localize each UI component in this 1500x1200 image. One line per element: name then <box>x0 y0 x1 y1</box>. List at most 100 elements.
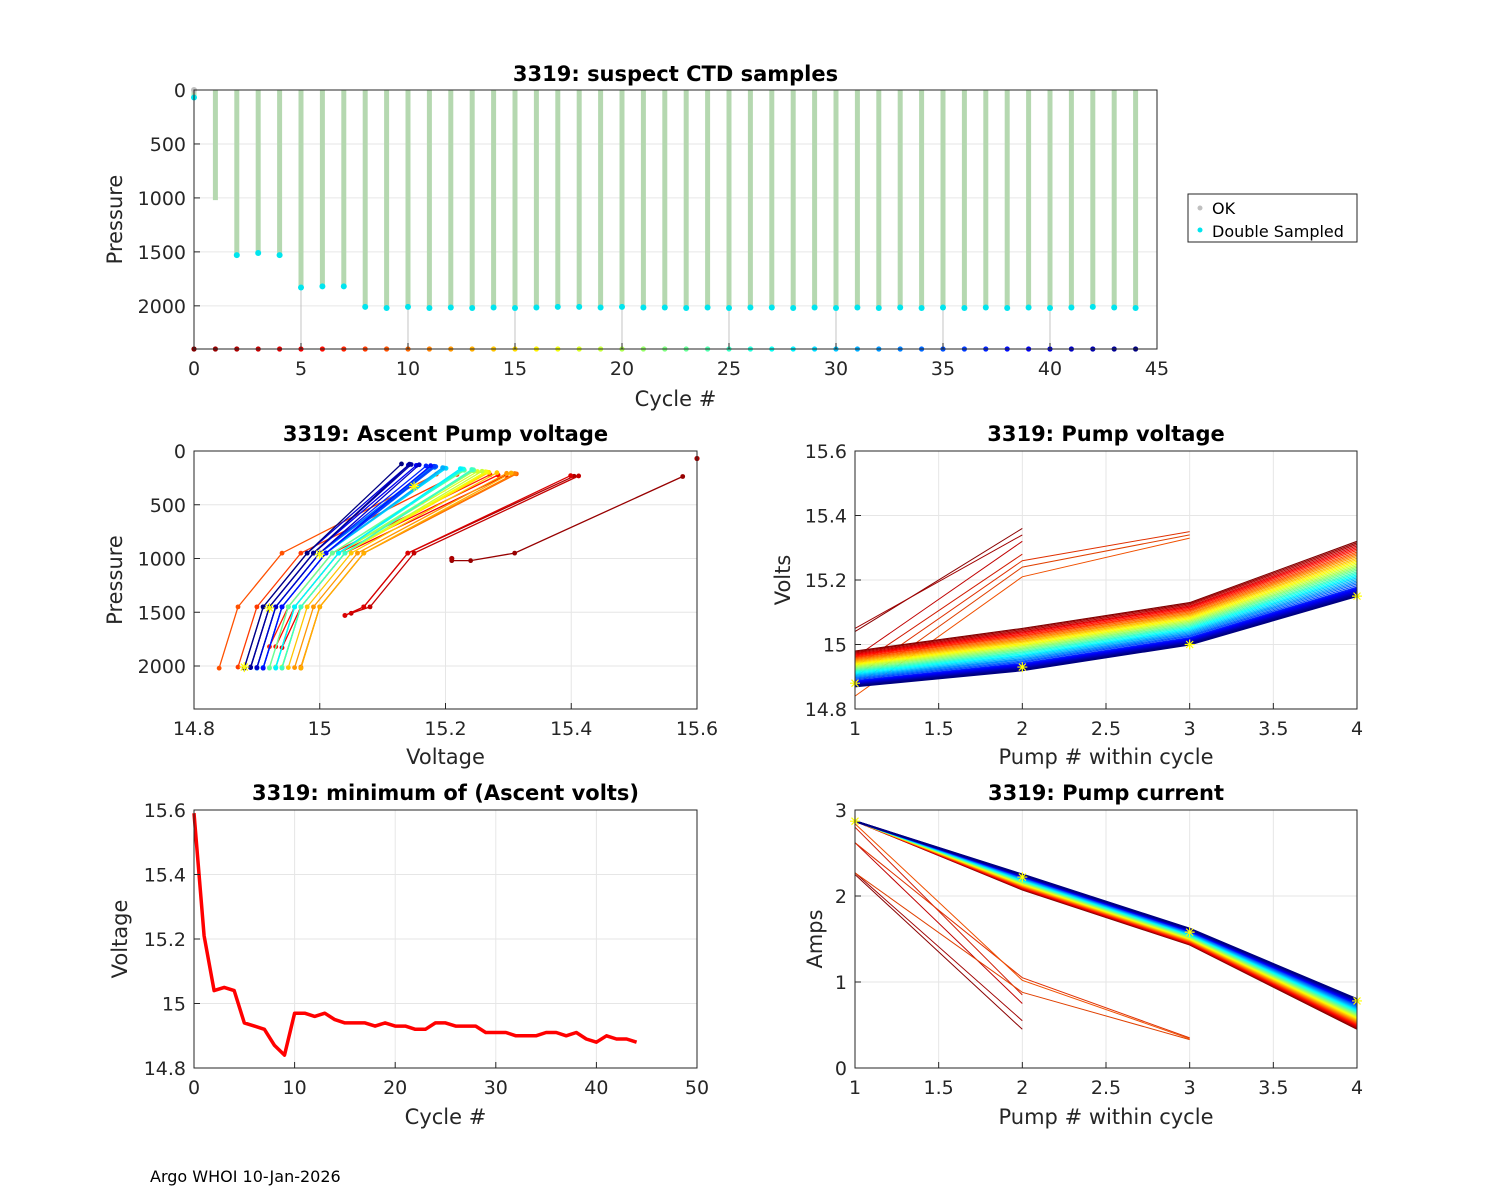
pumpc-xtick-label: 1.5 <box>924 1077 954 1099</box>
pumpv-xtick-label: 3.5 <box>1258 718 1288 740</box>
ascent-voltage-point <box>355 550 360 556</box>
pumpv-xtick-label: 3 <box>1184 718 1196 740</box>
pumpc-early-cycle-line <box>854 826 1023 996</box>
double-sampled-point <box>640 304 647 311</box>
pumpc-xtick-label: 3.5 <box>1258 1077 1288 1099</box>
pumpv-latest-star <box>1184 639 1195 650</box>
pumpv-x-label: Pump # within cycle <box>999 745 1214 769</box>
ascent-x-label: Voltage <box>406 745 485 769</box>
ascent-ytick-label: 1500 <box>138 602 186 624</box>
ascent-chart-title: 3319: Ascent Pump voltage <box>283 422 608 446</box>
pumpv-cycle-line <box>854 549 1358 658</box>
pumpv-cycle-line <box>854 552 1358 660</box>
ascent-xtick-label: 15 <box>308 718 332 740</box>
pumpv-cycle-line <box>854 589 1358 684</box>
pumpc-early-cycle-line <box>854 823 1190 1040</box>
ascent-voltage-point <box>361 604 367 610</box>
pumpv-ytick-label: 15.6 <box>805 441 847 463</box>
double-sampled-point <box>940 304 946 311</box>
ascent-xtick-label: 14.8 <box>173 718 215 740</box>
double-sampled-point <box>533 304 540 311</box>
double-sampled-point <box>405 303 411 310</box>
minv-x-label: Cycle # <box>405 1105 487 1129</box>
minv-xtick-label: 50 <box>685 1077 709 1099</box>
double-sampled-point <box>747 304 754 311</box>
suspect-chart-title: 3319: suspect CTD samples <box>513 62 838 86</box>
pumpc-cycle-line <box>854 820 1358 1001</box>
pumpv-cycle-line <box>854 580 1358 678</box>
pumpv-cycle-line <box>854 593 1358 687</box>
ascent-voltage-point <box>512 550 518 556</box>
ascent-voltage-line <box>287 472 498 668</box>
double-sampled-point <box>768 304 775 311</box>
minv-ytick-label: 14.8 <box>144 1058 186 1080</box>
pumpv-cycle-line <box>854 575 1358 675</box>
pumpc-x-label: Pump # within cycle <box>999 1105 1214 1129</box>
ascent-voltage-line <box>350 475 579 614</box>
ascent-voltage-point <box>267 665 272 671</box>
double-sampled-point <box>597 304 604 311</box>
ascent-voltage-line <box>281 468 473 669</box>
suspect-xtick-label: 15 <box>503 358 527 380</box>
pumpc-xtick-label: 2 <box>1016 1077 1028 1099</box>
pumpv-xtick-label: 1 <box>849 718 861 740</box>
ascent-voltage-point <box>216 665 222 671</box>
ascent-xtick-label: 15.6 <box>676 718 718 740</box>
double-sampled-point <box>1047 304 1053 311</box>
pumpv-early-cycle-line <box>854 534 1023 629</box>
minv-ytick-label: 15.6 <box>144 800 186 822</box>
ascent-voltage-point <box>323 550 329 556</box>
double-sampled-point <box>233 252 240 259</box>
ascent-latest-star <box>264 602 275 613</box>
pumpv-cycle-line <box>854 563 1358 667</box>
pumpv-ytick-label: 15 <box>823 635 847 657</box>
minv-y-label: Voltage <box>108 900 132 979</box>
pumpv-cycle-line <box>854 577 1358 676</box>
ascent-voltage-point <box>440 465 446 471</box>
suspect-axes-box <box>193 89 1158 350</box>
double-sampled-point <box>1004 304 1011 311</box>
suspect-ctd-chart: 0 5 10 15 20 25 30 35 40 45 0 500 1000 1500 2000 3319:… <box>103 62 1358 411</box>
pumpv-chart-title: 3319: Pump voltage <box>987 422 1225 446</box>
ascent-voltage-line <box>249 463 410 668</box>
double-sampled-point <box>490 304 497 311</box>
suspect-ytick-label: 2000 <box>138 296 186 318</box>
pumpv-cycle-line <box>854 569 1358 671</box>
suspect-ytick-label: 500 <box>150 134 186 156</box>
ascent-voltage-point <box>304 550 310 556</box>
ascent-voltage-line <box>256 464 420 668</box>
suspect-xtick-label: 0 <box>188 358 200 380</box>
pumpc-xtick-label: 3 <box>1184 1077 1196 1099</box>
ascent-voltage-line <box>451 475 683 562</box>
legend-ok-marker <box>1197 205 1203 211</box>
suspect-xtick-label: 5 <box>295 358 307 380</box>
ascent-voltage-point <box>405 550 411 556</box>
ascent-voltage-point <box>411 550 417 556</box>
ascent-voltage-point <box>260 665 266 671</box>
pumpv-cycle-line <box>854 546 1358 656</box>
minv-ytick-label: 15.4 <box>144 865 186 887</box>
pumpv-cycle-line <box>854 540 1358 652</box>
pumpv-ytick-label: 15.2 <box>805 570 847 592</box>
double-sampled-point <box>276 252 283 259</box>
ascent-voltage-point <box>469 467 475 472</box>
pumpv-early-cycle-line <box>854 531 1190 678</box>
ascent-voltage-point <box>311 550 316 556</box>
suspect-xtick-label: 10 <box>396 358 420 380</box>
ascent-voltage-point <box>399 461 404 467</box>
ascent-latest-star <box>409 481 420 492</box>
pumpv-cycle-line <box>854 554 1358 661</box>
ascent-voltage-point <box>311 604 316 610</box>
double-sampled-point <box>854 304 861 311</box>
pumpc-ytick-label: 2 <box>835 886 847 908</box>
pumpv-cycle-line <box>854 562 1358 666</box>
ascent-voltage-point <box>416 462 422 468</box>
suspect-y-label: Pressure <box>103 175 127 265</box>
ascent-voltage-point <box>342 613 348 618</box>
legend-double-sampled-label: Double Sampled <box>1212 222 1344 241</box>
ascent-voltage-point <box>428 463 434 469</box>
pumpc-early-cycle-line <box>854 842 1190 1039</box>
ascent-voltage-point <box>457 466 463 471</box>
